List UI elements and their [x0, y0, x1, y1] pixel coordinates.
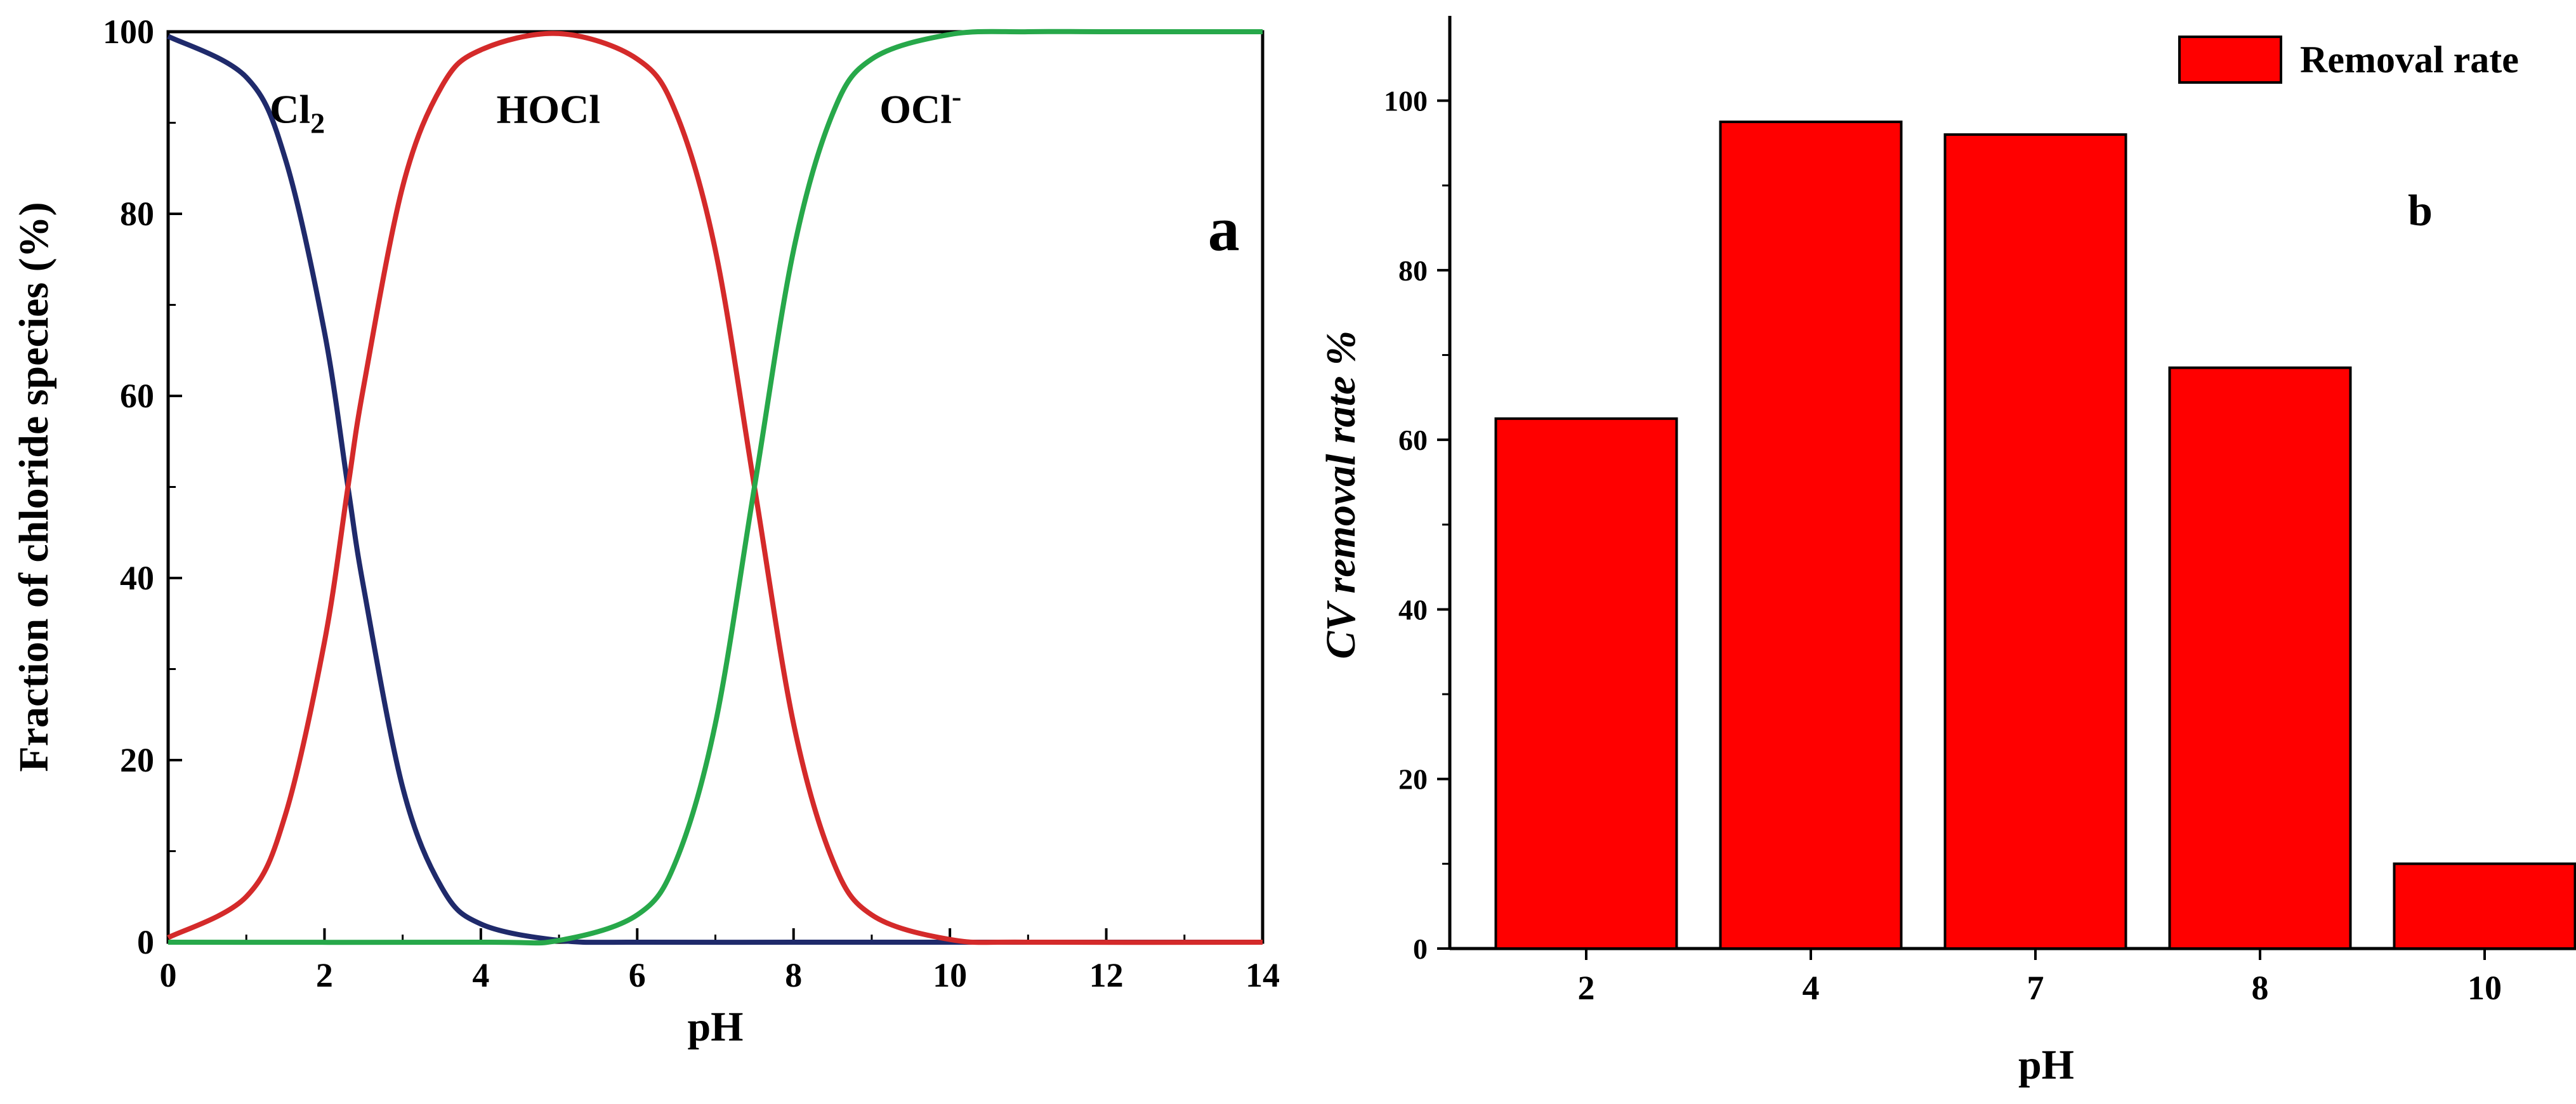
curve-label-hocl: HOCl [497, 87, 601, 132]
series-line-hocl [167, 30, 1263, 945]
series-line-cl2 [167, 34, 1263, 945]
x-tick-label: 14 [1245, 956, 1280, 994]
x-tick-label: 8 [785, 956, 802, 994]
bar-ph-10 [2393, 862, 2576, 950]
y-tick-label: 0 [1413, 933, 1428, 965]
x-tick-label: 10 [2468, 969, 2502, 1007]
x-tick-label: 6 [629, 956, 646, 994]
y-tick-label: 20 [120, 741, 154, 779]
y-tick-label: 100 [103, 13, 154, 51]
curve-label-ocl: OCl- [879, 81, 961, 132]
panel-a-letter: a [1208, 194, 1240, 264]
y-tick-label: 40 [120, 559, 154, 597]
series-line-ocl [168, 29, 1263, 946]
panel-b-x-axis-title: pH [2018, 1042, 2074, 1088]
panel-a-curves [167, 29, 1263, 946]
x-tick-label: 8 [2252, 969, 2269, 1007]
legend-swatch-removal-rate [2178, 36, 2282, 84]
x-tick-label: 0 [160, 956, 177, 994]
x-tick-label: 7 [2027, 969, 2044, 1007]
y-tick-label: 80 [1398, 254, 1428, 287]
x-tick-label: 12 [1089, 956, 1124, 994]
bar-ph-7 [1943, 133, 2127, 950]
panel-b-ticks: 0 20 40 60 80 100 2 4 7 8 10 [1384, 85, 2502, 1007]
panel-a-curve-labels: Cl2 HOCl OCl- [270, 81, 961, 140]
panel-b-chart: 0 20 40 60 80 100 2 4 7 8 10 Removal rate b pH CV … [1318, 16, 2576, 1088]
panel-a-plot-frame [166, 30, 1265, 944]
y-tick-label: 60 [120, 377, 154, 415]
x-tick-label: 4 [472, 956, 489, 994]
legend-label-removal-rate: Removal rate [2300, 39, 2519, 81]
y-tick-label: 80 [120, 195, 154, 233]
bar-ph-4 [1719, 121, 1903, 950]
panel-a-x-axis-title: pH [687, 1004, 743, 1050]
x-tick-label: 10 [933, 956, 967, 994]
panel-a-ticks: 0 2 4 6 8 10 12 14 0 20 40 60 80 100 [103, 13, 1280, 994]
bar-ph-2 [1494, 417, 1678, 950]
x-tick-label: 4 [1803, 969, 1820, 1007]
y-tick-label: 0 [137, 923, 154, 961]
panel-b-bars [1494, 121, 2576, 950]
y-tick-label: 100 [1384, 85, 1428, 117]
panel-b-letter: b [2408, 187, 2433, 235]
curve-label-cl2: Cl2 [270, 87, 325, 140]
y-tick-label: 20 [1398, 763, 1428, 796]
panel-b-y-axis-title: CV removal rate % [1318, 331, 1364, 659]
panel-a-y-axis-title: Fraction of chloride species (%) [11, 202, 57, 772]
bar-ph-8 [2168, 366, 2352, 950]
y-tick-label: 40 [1398, 593, 1428, 626]
panel-a-chart: 0 2 4 6 8 10 12 14 0 20 40 60 80 100 Cl2 HOCl OCl- a pH… [11, 13, 1280, 1050]
y-tick-label: 60 [1398, 424, 1428, 456]
panel-b-legend: Removal rate [2178, 36, 2519, 84]
x-tick-label: 2 [1578, 969, 1595, 1007]
x-tick-label: 2 [316, 956, 333, 994]
